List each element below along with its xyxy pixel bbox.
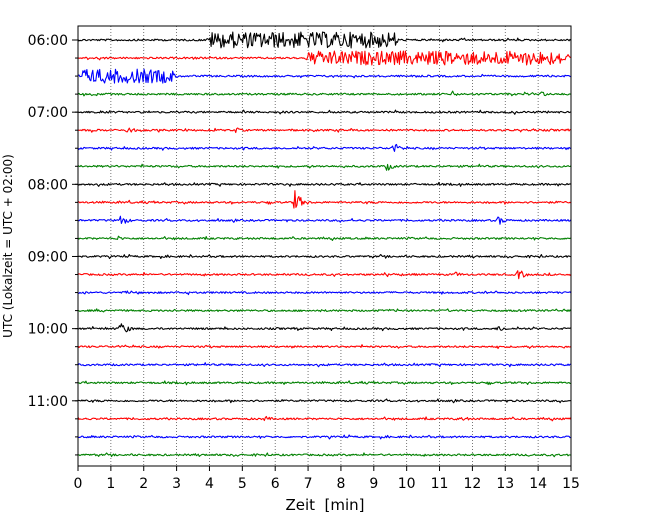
trace-line xyxy=(77,323,572,333)
trace-line xyxy=(77,362,572,368)
grid-lines xyxy=(110,26,539,466)
trace-line xyxy=(77,434,572,440)
y-tick-label: 08:00 xyxy=(28,177,68,193)
trace-line xyxy=(77,270,572,280)
x-tick-label: 8 xyxy=(336,476,345,492)
x-tick-label: 4 xyxy=(205,476,214,492)
trace-line xyxy=(77,308,572,313)
trace-line xyxy=(77,215,572,225)
trace-line xyxy=(77,190,572,209)
trace-line xyxy=(77,415,572,422)
y-axis-label: UTC (Lokalzeit = UTC + 02:00) xyxy=(1,154,15,338)
x-tick-label: 1 xyxy=(106,476,115,492)
x-tick-label: 2 xyxy=(139,476,148,492)
trace-line xyxy=(77,254,572,260)
trace-line xyxy=(77,127,572,134)
trace-line xyxy=(77,398,572,404)
y-tick-label: 07:00 xyxy=(28,105,68,121)
y-tick-label: 10:00 xyxy=(28,322,68,338)
x-tick-label: 5 xyxy=(238,476,247,492)
y-tick-label: 06:00 xyxy=(28,33,68,49)
trace-line xyxy=(77,68,572,84)
y-tick-label: 11:00 xyxy=(28,394,68,410)
trace-line xyxy=(77,181,572,187)
trace-line xyxy=(77,380,572,386)
trace-line xyxy=(77,143,572,152)
y-tick-label: 09:00 xyxy=(28,249,68,265)
trace-line xyxy=(77,50,572,66)
trace-line xyxy=(77,452,572,458)
trace-line xyxy=(77,90,572,97)
trace-line xyxy=(77,290,572,296)
x-tick-label: 15 xyxy=(562,476,580,492)
x-tick-label: 11 xyxy=(431,476,449,492)
x-tick-label: 0 xyxy=(74,476,83,492)
x-tick-label: 3 xyxy=(172,476,181,492)
x-tick-label: 13 xyxy=(496,476,514,492)
trace-line xyxy=(77,235,572,241)
x-axis-label: Zeit [min] xyxy=(285,496,364,514)
x-tick-label: 6 xyxy=(271,476,280,492)
trace-line xyxy=(77,31,572,49)
x-tick-label: 12 xyxy=(463,476,481,492)
x-tick-label: 10 xyxy=(398,476,416,492)
seismic-traces xyxy=(77,31,572,458)
x-tick-label: 9 xyxy=(369,476,378,492)
trace-line xyxy=(77,109,572,115)
plot-frame xyxy=(77,25,572,467)
trace-line xyxy=(77,344,572,350)
trace-line xyxy=(77,163,572,171)
x-tick-label: 14 xyxy=(529,476,547,492)
x-tick-label: 7 xyxy=(304,476,313,492)
y-axis-ticks: 06:00 07:00 08:00 09:00 10:00 11:00 xyxy=(28,33,78,456)
x-axis-ticks: 0 1 2 3 4 5 6 7 8 9 10 11 12 13 14 15 xyxy=(74,466,580,492)
